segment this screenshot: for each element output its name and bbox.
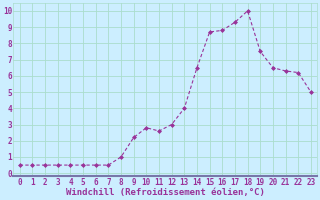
X-axis label: Windchill (Refroidissement éolien,°C): Windchill (Refroidissement éolien,°C): [66, 188, 265, 197]
